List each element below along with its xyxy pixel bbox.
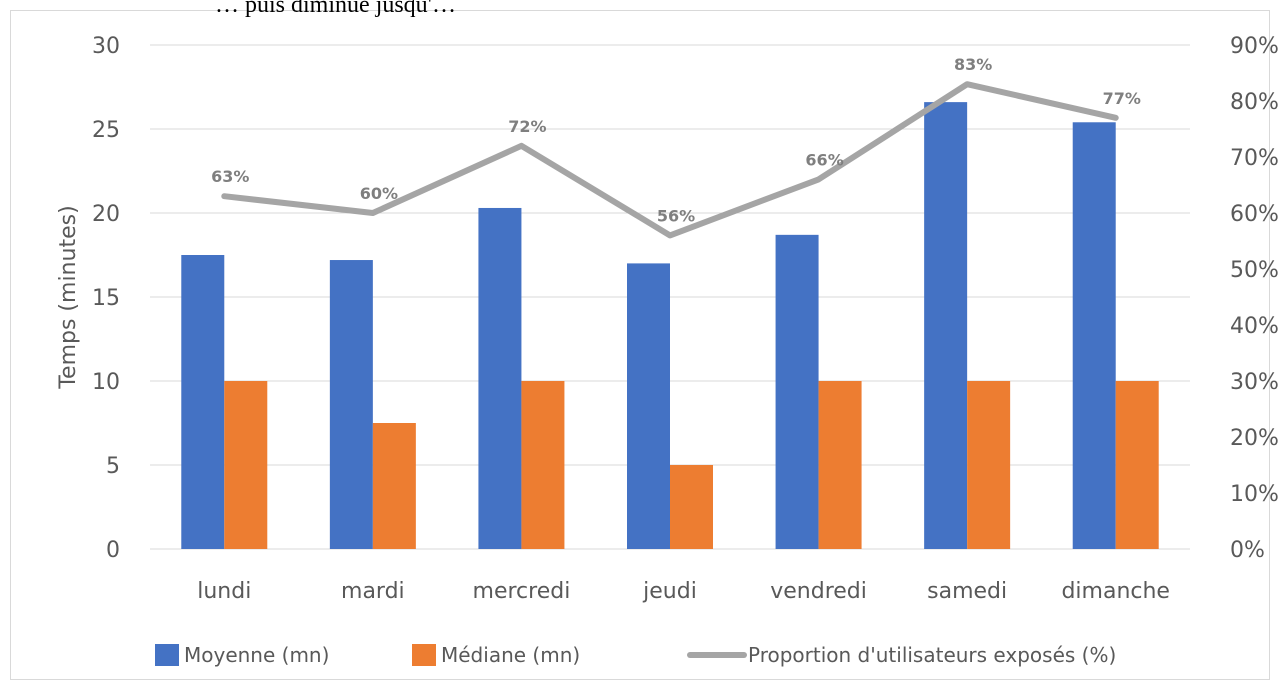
line-series: 63% 60% 72% 56% 66% 83% 77% (211, 55, 1141, 239)
data-label: 56% (657, 206, 695, 225)
data-label: 63% (211, 167, 249, 186)
data-label: 60% (360, 184, 398, 203)
data-label: 66% (805, 150, 843, 169)
line-proportion (221, 81, 1119, 239)
category-label: jeudi (642, 579, 697, 604)
y2-tick-label: 40% (1230, 314, 1279, 339)
bar-moyenne (181, 255, 225, 549)
category-label: vendredi (770, 579, 867, 604)
y2-tick-label: 50% (1230, 258, 1279, 283)
legend-swatch-moyenne (155, 644, 179, 666)
right-axis-ticks: 0% 10% 20% 30% 40% 50% 60% 70% 80% 90% (1230, 34, 1279, 563)
y-tick-label: 10 (92, 370, 120, 395)
y2-tick-label: 10% (1230, 482, 1279, 507)
bar-mediane (1115, 381, 1159, 549)
y-tick-label: 15 (92, 286, 120, 311)
bar-mediane (670, 465, 713, 549)
category-label: mercredi (473, 579, 571, 604)
category-label: samedi (927, 579, 1007, 604)
bar-mediane (521, 381, 565, 549)
category-label: lundi (197, 579, 251, 604)
legend-label-proportion: Proportion d'utilisateurs exposés (%) (748, 643, 1116, 667)
y-axis-title: Temps (minutes) (56, 205, 81, 389)
bar-mediane (372, 423, 416, 549)
cropped-heading-text: … puis diminue jusqu'… (215, 0, 456, 18)
y-tick-label: 20 (92, 202, 120, 227)
y2-tick-label: 80% (1230, 90, 1279, 115)
bar-moyenne (627, 263, 670, 549)
data-label: 77% (1103, 89, 1141, 108)
y2-tick-label: 20% (1230, 426, 1279, 451)
legend-swatch-mediane (412, 644, 436, 666)
legend-label-moyenne: Moyenne (mn) (184, 643, 329, 667)
y-tick-label: 0 (106, 538, 120, 563)
bars (181, 102, 1159, 550)
category-label: mardi (341, 579, 405, 604)
y2-tick-label: 0% (1230, 538, 1265, 563)
y2-tick-label: 90% (1230, 34, 1279, 59)
bar-mediane (967, 381, 1011, 549)
y2-tick-label: 30% (1230, 370, 1279, 395)
legend: Moyenne (mn) Médiane (mn) Proportion d'uti… (155, 643, 1116, 667)
data-label: 83% (954, 55, 992, 74)
category-labels: lundi mardi mercredi jeudi vendredi samedi dim… (197, 579, 1170, 604)
y-tick-label: 25 (92, 118, 120, 143)
bar-moyenne (924, 102, 968, 550)
category-label: dimanche (1061, 579, 1170, 604)
legend-label-mediane: Médiane (mn) (441, 643, 580, 667)
data-label: 72% (508, 117, 546, 136)
left-axis-ticks: 0 5 10 15 20 25 30 (92, 34, 120, 563)
y2-tick-label: 70% (1230, 146, 1279, 171)
y2-tick-label: 60% (1230, 202, 1279, 227)
bar-moyenne (329, 260, 373, 549)
bar-moyenne (478, 207, 522, 549)
y-tick-label: 5 (106, 454, 120, 479)
bar-mediane (818, 381, 862, 549)
bar-moyenne (1072, 122, 1116, 549)
bar-moyenne (775, 234, 819, 549)
y-tick-label: 30 (92, 34, 120, 59)
bar-mediane (224, 381, 268, 549)
